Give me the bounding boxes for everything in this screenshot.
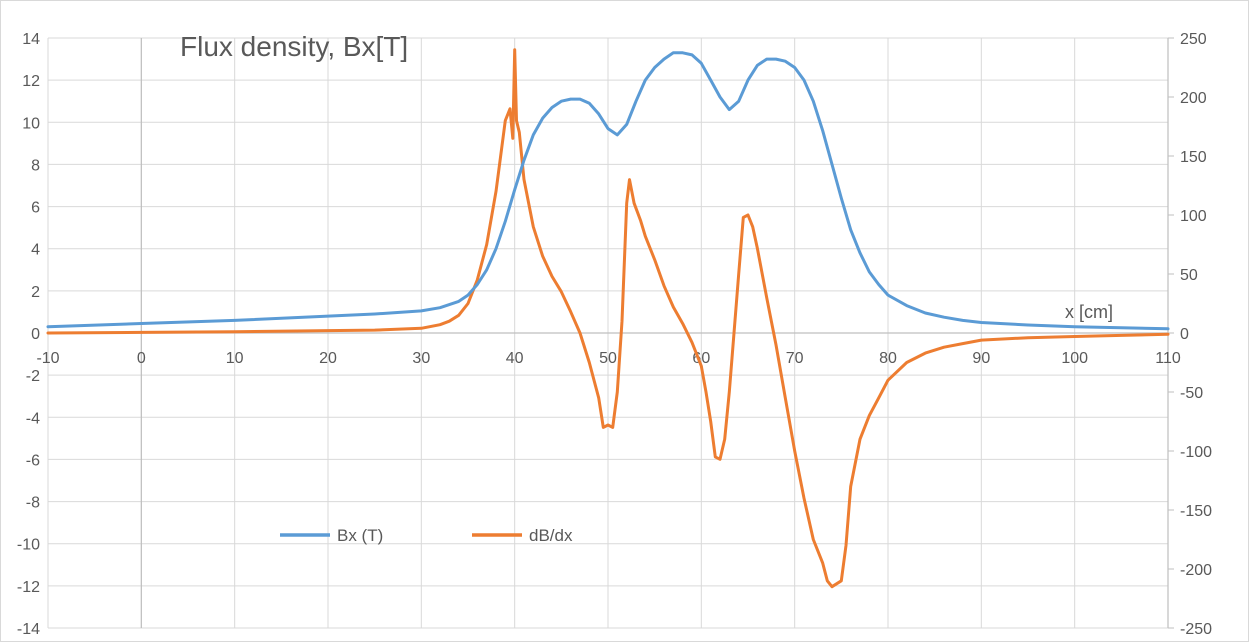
y2-tick-label: -250 [1180,621,1212,638]
y-tick-label: 12 [22,73,40,90]
y-tick-label: 4 [31,242,40,259]
legend-label-dbdx: dB/dx [529,526,573,545]
y2-tick-label: -200 [1180,562,1212,579]
chart-title: Flux density, Bx[T] [180,31,408,62]
series [46,48,1170,589]
y-tick-label: 2 [31,284,40,301]
y2-tick-label: -100 [1180,444,1212,461]
legend-label-bx: Bx (T) [337,526,383,545]
x-tick-label: 100 [1061,350,1088,367]
x-tick-label: 80 [879,350,897,367]
y2-tick-label: 100 [1180,208,1207,225]
y-tick-label: 14 [22,31,40,48]
y2-tick-label: 0 [1180,326,1189,343]
x-tick-label: 40 [506,350,524,367]
y2-tick-label: 50 [1180,267,1198,284]
series-line-dbdx [46,48,1170,589]
y-tick-label: -8 [26,495,40,512]
x-tick-label: 90 [972,350,990,367]
y-tick-label: 6 [31,200,40,217]
y-tick-label: -10 [17,537,40,554]
y-tick-label: -12 [17,579,40,596]
y-tick-label: -6 [26,452,40,469]
x-tick-label: 30 [412,350,430,367]
x-tick-label: 70 [786,350,804,367]
x-tick-label: 110 [1155,350,1181,367]
series-line-bx [46,51,1170,331]
y2-tick-label: 200 [1180,90,1207,107]
y2-tick-label: -150 [1180,503,1212,520]
x-tick-label: 20 [319,350,337,367]
y-tick-label: 8 [31,157,40,174]
y-tick-label: -14 [17,621,40,638]
y-tick-label: -2 [26,368,40,385]
x-tick-label: -10 [36,350,59,367]
x-axis-label: x [cm] [1065,302,1113,322]
y2-tick-label: 250 [1180,31,1207,48]
y-tick-label: 10 [22,115,40,132]
legend: Bx (T) dB/dx [280,526,573,545]
y-tick-label: -4 [26,410,40,427]
y2-tick-label: 150 [1180,149,1207,166]
x-tick-label: 10 [226,350,244,367]
y2-tick-label: -50 [1180,385,1203,402]
y-tick-label: 0 [31,326,40,343]
x-tick-label: 0 [137,350,146,367]
x-tick-label: 50 [599,350,617,367]
